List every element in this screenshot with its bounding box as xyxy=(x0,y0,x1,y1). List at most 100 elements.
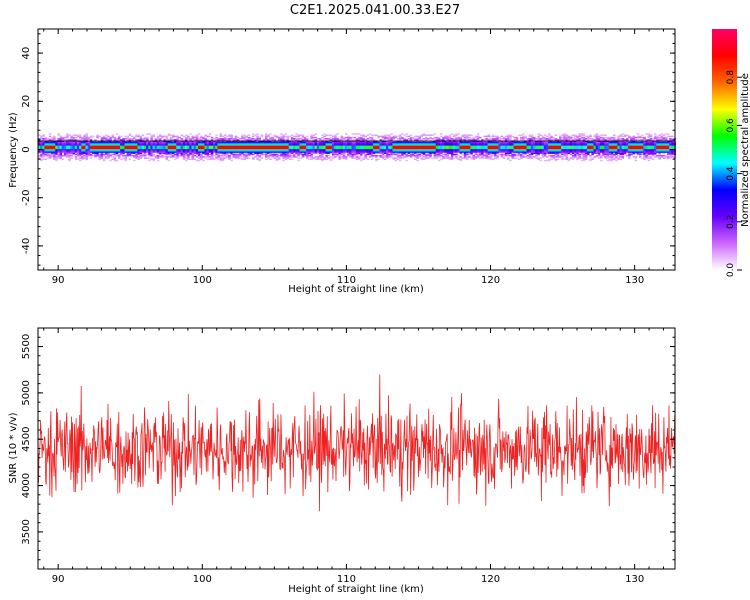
heatmap-cell xyxy=(664,157,668,159)
heatmap-cell xyxy=(117,138,121,140)
heatmap-cell xyxy=(57,138,60,140)
heatmap-cell xyxy=(137,134,140,136)
heatmap-cell xyxy=(301,141,305,144)
heatmap-cell xyxy=(448,141,452,144)
heatmap-cell xyxy=(437,146,441,148)
heatmap-cell xyxy=(580,134,584,136)
heatmap-cell xyxy=(146,139,149,141)
heatmap-cell xyxy=(200,148,203,151)
heatmap-cell xyxy=(634,142,638,145)
heatmap-cell xyxy=(539,148,542,151)
heatmap-cell xyxy=(89,153,93,156)
heatmap-cell xyxy=(243,151,246,153)
heatmap-cell xyxy=(63,141,67,144)
heatmap-cell xyxy=(349,145,352,147)
heatmap-cell xyxy=(347,138,350,140)
heatmap-cell xyxy=(182,151,186,153)
heatmap-cell xyxy=(332,157,335,159)
heatmap-cell xyxy=(558,156,562,158)
heatmap-cell xyxy=(375,148,378,151)
heatmap-cell xyxy=(550,152,553,155)
heatmap-cell xyxy=(260,153,264,156)
heatmap-cell xyxy=(87,152,91,155)
heatmap-cell xyxy=(258,151,261,153)
heatmap-cell xyxy=(414,158,417,161)
heatmap-cell xyxy=(593,150,597,152)
heatmap-cell xyxy=(375,159,378,162)
heatmap-cell xyxy=(638,151,642,153)
heatmap-cell xyxy=(165,146,169,148)
heatmap-cell xyxy=(273,153,277,156)
heatmap-cell xyxy=(355,152,359,155)
heatmap-cell xyxy=(554,145,558,147)
heatmap-cell xyxy=(280,135,283,138)
heatmap-cell xyxy=(187,135,190,138)
heatmap-cell xyxy=(321,136,324,139)
heatmap-cell xyxy=(252,138,255,140)
heatmap-cell xyxy=(96,147,99,150)
heatmap-cell xyxy=(180,145,184,147)
heatmap-cell xyxy=(200,158,203,161)
heatmap-cell xyxy=(435,139,439,141)
heatmap-cell xyxy=(364,141,367,144)
heatmap-cell xyxy=(649,150,653,152)
heatmap-cell xyxy=(53,135,56,138)
heatmap-cell xyxy=(558,150,562,152)
heatmap-cell xyxy=(658,158,661,161)
heatmap-cell xyxy=(368,145,372,147)
heatmap-cell xyxy=(515,153,519,156)
heatmap-cell xyxy=(260,142,264,145)
heatmap-cell xyxy=(139,156,143,158)
heatmap-cell xyxy=(258,146,261,148)
heatmap-cell xyxy=(593,156,597,158)
heatmap-cell xyxy=(489,142,493,145)
heatmap-cell xyxy=(587,138,590,140)
heatmap-cell xyxy=(66,136,69,139)
heatmap-cell xyxy=(282,136,285,139)
heatmap-cell xyxy=(565,146,568,148)
heatmap-cell xyxy=(275,148,279,151)
heatmap-cell xyxy=(38,141,41,144)
heatmap-cell xyxy=(256,144,259,146)
heatmap-cell xyxy=(388,135,391,138)
heatmap-cell xyxy=(483,151,486,153)
heatmap-cell xyxy=(360,150,363,152)
heatmap-cell xyxy=(111,158,114,161)
heatmap-cell xyxy=(481,156,484,158)
heatmap-cell xyxy=(50,146,54,148)
heatmap-cell xyxy=(669,147,672,150)
heatmap-cell xyxy=(232,147,236,150)
heatmap-cell xyxy=(366,152,370,155)
heatmap-cell xyxy=(645,145,648,147)
heatmap-cell xyxy=(576,150,579,152)
heatmap-cell xyxy=(381,142,385,145)
heatmap-cell xyxy=(463,152,467,155)
heatmap-cell xyxy=(543,144,547,146)
heatmap-cell xyxy=(139,142,143,145)
heatmap-cell xyxy=(226,139,229,141)
heatmap-cell xyxy=(641,142,644,145)
heatmap-cell xyxy=(271,150,274,152)
heatmap-cell xyxy=(489,157,493,159)
heatmap-cell xyxy=(48,142,52,145)
heatmap-cell xyxy=(453,142,456,145)
heatmap-cell xyxy=(81,142,84,145)
heatmap-cell xyxy=(53,152,56,155)
heatmap-cell xyxy=(124,154,127,157)
heatmap-cell xyxy=(284,153,287,156)
heatmap-cell xyxy=(61,139,65,141)
heatmap-cell xyxy=(414,151,417,153)
heatmap-cell xyxy=(513,142,517,145)
heatmap-cell xyxy=(258,148,261,151)
heatmap-cell xyxy=(420,134,424,136)
heatmap-cell xyxy=(146,153,149,156)
heatmap-cell xyxy=(409,152,413,155)
heatmap-cell xyxy=(453,154,456,157)
heatmap-cell xyxy=(351,145,354,147)
heatmap-cell xyxy=(297,154,300,157)
heatmap-cell xyxy=(636,136,640,139)
heatmap-cell xyxy=(245,136,248,139)
heatmap-cell xyxy=(351,152,354,155)
heatmap-cell xyxy=(498,139,501,141)
heatmap-cell xyxy=(427,150,430,152)
